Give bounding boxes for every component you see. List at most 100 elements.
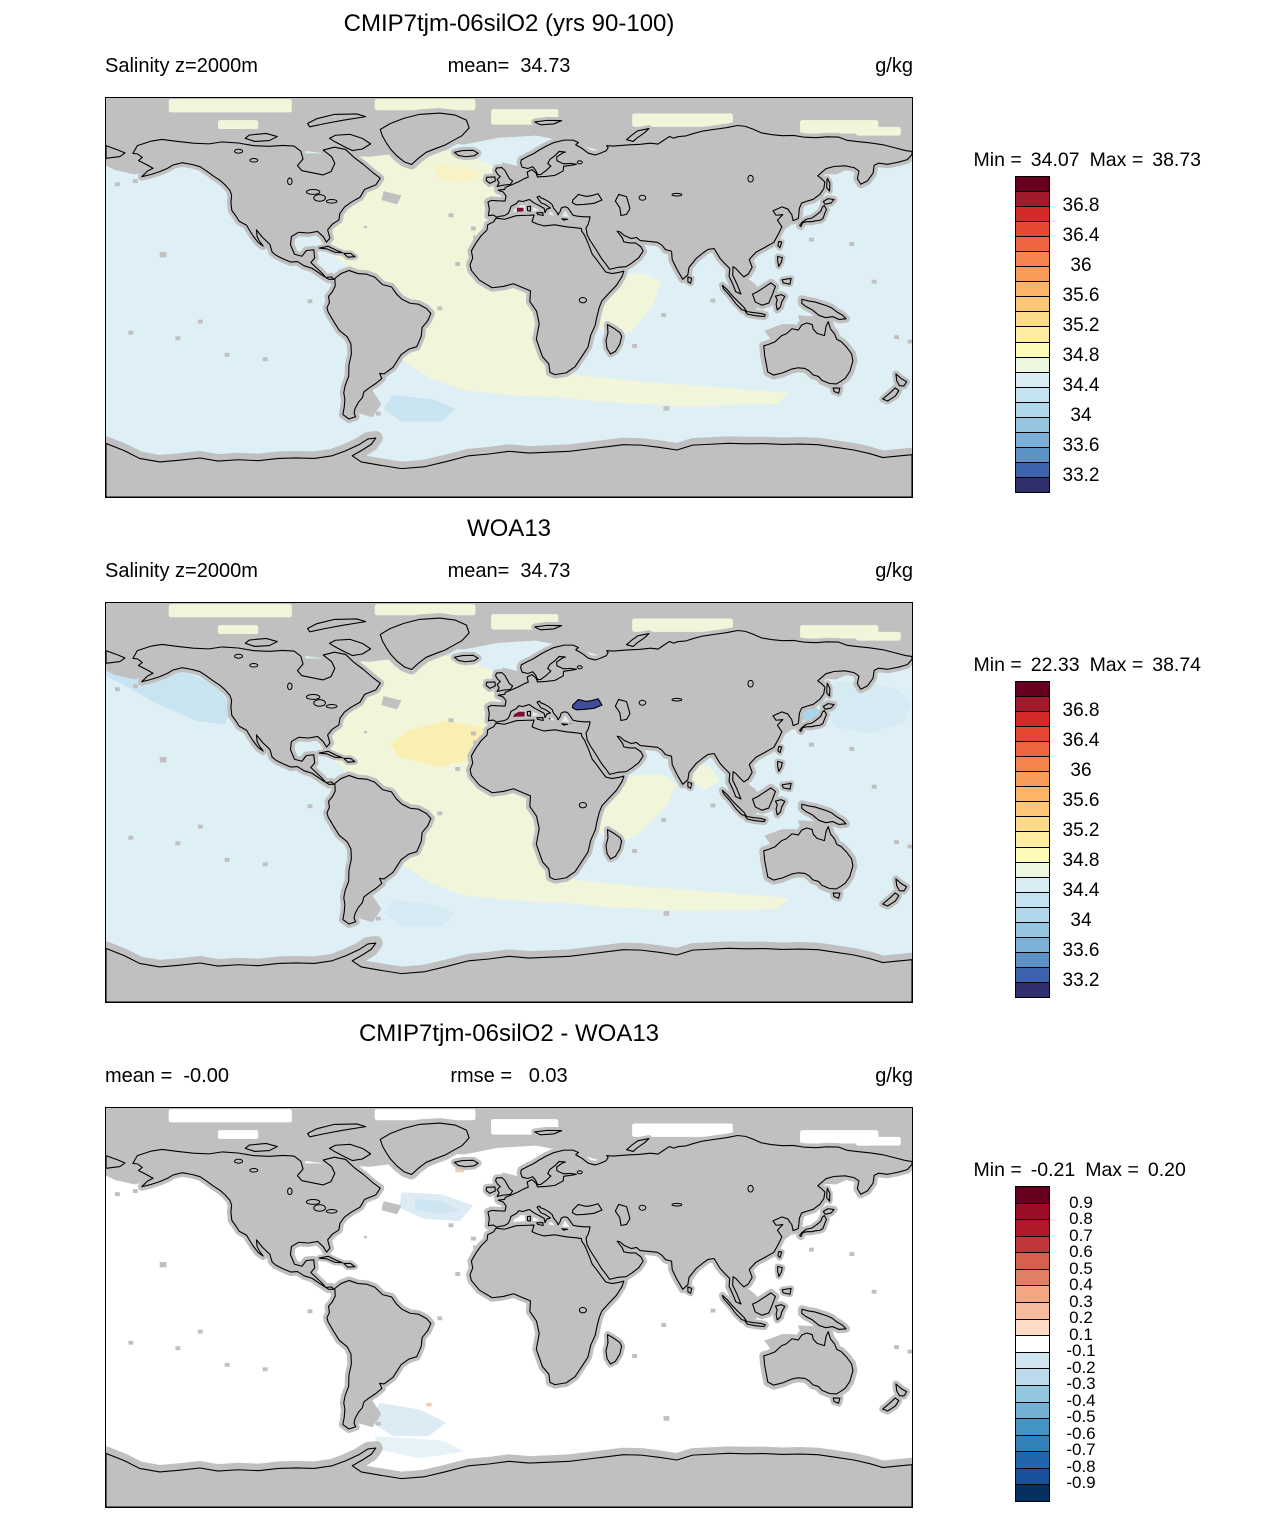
colorbar-cell <box>1016 1368 1049 1385</box>
map-frame <box>105 1107 913 1508</box>
colorbar-cell <box>1016 191 1049 207</box>
colorbar-cell <box>1016 296 1049 312</box>
panel-title: CMIP7tjm-06silO2 (yrs 90-100) <box>343 10 675 37</box>
colorbar-cell <box>1016 756 1049 772</box>
max-label: Max = <box>1085 1159 1139 1181</box>
max-value: 38.74 <box>1152 654 1202 676</box>
colorbar-cell <box>1016 981 1049 997</box>
colorbar-tick-label: 36 <box>1070 254 1092 276</box>
colorbar-cell <box>1016 356 1049 372</box>
panel-title: CMIP7tjm-06silO2 - WOA13 <box>358 1020 660 1047</box>
colorbar-cell <box>1016 906 1049 922</box>
min-value: 34.07 <box>1030 149 1080 171</box>
colorbar-tick-label: 33.2 <box>1062 969 1100 991</box>
colorbar-tick-label: 0.6 <box>1069 1242 1093 1262</box>
min-label: Min = <box>973 1159 1022 1181</box>
max-value: 0.20 <box>1147 1159 1186 1181</box>
colorbar-tick-label: 35.6 <box>1062 284 1100 306</box>
units-label: g/kg <box>875 560 913 582</box>
colorbar-tick-label: 0.8 <box>1069 1209 1093 1228</box>
colorbar-cell <box>1016 876 1049 892</box>
colorbar-cell <box>1016 726 1049 742</box>
arctic-mask-layer <box>106 1108 912 1172</box>
colorbar-cell <box>1016 1268 1049 1286</box>
colorbar-cell <box>1016 1351 1049 1369</box>
mean-label: mean= 34.73 <box>447 55 571 77</box>
colorbar-cell <box>1016 1418 1049 1435</box>
arctic-mask-layer <box>106 98 912 162</box>
world-map-observations <box>106 603 912 1002</box>
colorbar-cell <box>1016 771 1049 787</box>
colorbar-cell <box>1016 891 1049 907</box>
colorbar <box>1015 1186 1050 1502</box>
colorbar-cell <box>1016 251 1049 267</box>
min-label: Min = <box>973 654 1022 676</box>
colorbar-tick-label: 0.2 <box>1069 1308 1093 1328</box>
colorbar-tick-label: 35.6 <box>1062 789 1100 811</box>
variable-label: Salinity z=2000m <box>105 560 258 582</box>
mean-label: mean= 34.73 <box>447 560 571 582</box>
colorbar-cell <box>1016 311 1049 327</box>
colorbar-cell <box>1016 1401 1049 1419</box>
colorbar-cell <box>1016 341 1049 357</box>
colorbar-tick-label: 0.3 <box>1069 1291 1093 1311</box>
colorbar-cell <box>1016 711 1049 727</box>
world-map-model <box>106 98 912 497</box>
colorbar-tick-label: 35.2 <box>1062 819 1100 841</box>
min-label: Min = <box>973 149 1022 171</box>
rmse-label: rmse = 0.03 <box>450 1065 568 1087</box>
colorbar-cell <box>1016 1202 1049 1220</box>
colorbar-tick-label: 34.4 <box>1062 374 1100 396</box>
panel-observations: WOA13 Salinity z=2000m mean= 34.73 g/kg … <box>0 505 1285 1010</box>
lakes-layer <box>235 654 754 808</box>
land-layer <box>106 1123 912 1507</box>
colorbar-cell <box>1016 1484 1049 1501</box>
land-layer <box>106 113 912 497</box>
arctic-mask-layer <box>106 603 912 667</box>
colorbar-cell <box>1016 1235 1049 1253</box>
colorbar-ticks: 36.8 36.4 36 35.6 35.2 34.8 34.4 34 33.6 33.2 <box>1049 681 1113 998</box>
colorbar-tick-label: 0.4 <box>1069 1275 1093 1295</box>
minmax-row: Min = -0.21 Max = 0.20 <box>941 1136 1186 1205</box>
variable-label: Salinity z=2000m <box>105 55 258 77</box>
colorbar-tick-label: 36.4 <box>1062 729 1100 751</box>
minmax-row: Min = 34.07 Max = 38.73 <box>941 126 1202 195</box>
colorbar-cell <box>1016 236 1049 252</box>
colorbar-cell <box>1016 936 1049 952</box>
colorbar-cell <box>1016 1302 1049 1319</box>
max-label: Max = <box>1089 654 1144 676</box>
colorbar-cell <box>1016 1285 1049 1303</box>
colorbar-cell <box>1016 801 1049 817</box>
colorbar-tick-label: 33.6 <box>1062 434 1100 456</box>
colorbar-cell <box>1016 386 1049 402</box>
mean-label: mean = -0.00 <box>105 1065 229 1087</box>
colorbar-cell <box>1016 431 1049 447</box>
colorbar-tick-label: -0.3 <box>1066 1374 1096 1394</box>
colorbar-ticks: 36.8 36.4 36 35.6 35.2 34.8 34.4 34 33.6 33.2 <box>1049 176 1113 493</box>
colorbar-cell <box>1016 786 1049 802</box>
colorbar <box>1015 681 1050 998</box>
panel-difference: CMIP7tjm-06silO2 - WOA13 mean = -0.00 rm… <box>0 1010 1285 1515</box>
colorbar-tick-label: -0.2 <box>1066 1357 1096 1377</box>
colorbar-cell <box>1016 696 1049 712</box>
colorbar-cell <box>1016 831 1049 847</box>
minmax-row: Min = 22.33 Max = 38.74 <box>941 631 1202 700</box>
colorbar-cell <box>1016 461 1049 477</box>
colorbar <box>1015 176 1050 493</box>
colorbar-cell <box>1016 846 1049 862</box>
colorbar-ticks: 0.9 0.8 0.7 0.6 0.5 0.4 0.3 0.2 0.1 -0.1 -0.2 -0.3-… <box>1049 1186 1113 1502</box>
colorbar-tick-label: 36.4 <box>1062 224 1100 246</box>
colorbar-cell <box>1016 861 1049 877</box>
colorbar-tick-label: -0.1 <box>1066 1341 1096 1361</box>
lakes-layer <box>235 1159 754 1313</box>
colorbar-cell <box>1016 1219 1049 1236</box>
colorbar-tick-label: 34 <box>1070 404 1092 426</box>
colorbar-tick-label: -0.4 <box>1066 1390 1096 1410</box>
colorbar-tick-label: 0.5 <box>1069 1258 1093 1278</box>
colorbar-tick-label: -0.8 <box>1066 1456 1096 1476</box>
colorbar-cell <box>1016 1335 1049 1352</box>
colorbar-cell <box>1016 1187 1049 1203</box>
colorbar-cell <box>1016 951 1049 967</box>
colorbar-tick-label: 35.2 <box>1062 314 1100 336</box>
